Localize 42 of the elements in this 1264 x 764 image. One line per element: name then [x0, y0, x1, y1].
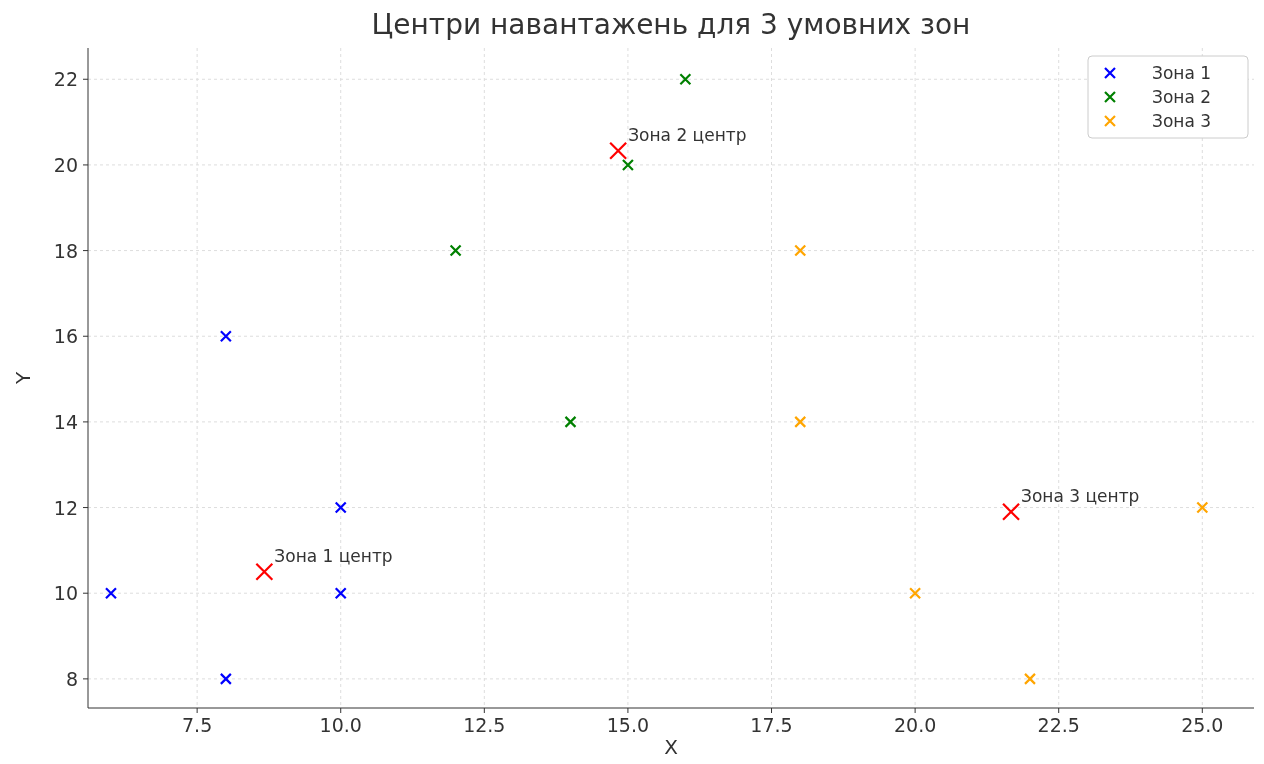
point: [564, 415, 577, 428]
annotation: Зона 3 центр: [1021, 485, 1140, 506]
y-tick-label: 10: [53, 582, 78, 605]
x-tick-label: 17.5: [750, 714, 793, 736]
point: [1023, 672, 1037, 685]
y-tick-label: 18: [53, 239, 78, 262]
point: [794, 415, 807, 428]
x-tick-label: 20.0: [893, 714, 937, 736]
point: [1001, 502, 1021, 521]
point: [609, 141, 628, 160]
point: [219, 672, 232, 685]
point: [1196, 501, 1209, 514]
y-tick-label: 22: [53, 68, 78, 91]
point: [909, 587, 922, 600]
point: [255, 562, 274, 581]
chart-title: Центри навантажень для 3 умовних зон: [371, 8, 971, 41]
x-tick-label: 7.5: [182, 714, 213, 736]
x-tick-label: 10.0: [319, 714, 362, 736]
point: [449, 244, 462, 257]
annotation: Зона 1 центр: [274, 545, 393, 566]
point: [334, 501, 347, 514]
y-axis-title: Y: [11, 371, 35, 386]
y-tick-label: 14: [53, 410, 78, 433]
point: [621, 158, 635, 172]
y-tick-label: 20: [53, 153, 78, 176]
point: [794, 244, 807, 257]
point: [104, 587, 118, 600]
x-tick-label: 12.5: [463, 714, 506, 736]
legend-label: Зона 2: [1152, 87, 1212, 107]
y-tick-label: 8: [65, 667, 78, 690]
x-axis-title: X: [664, 735, 679, 759]
y-tick-label: 16: [53, 325, 78, 348]
y-tick-label: 12: [53, 496, 78, 519]
x-tick-label: 25.0: [1181, 714, 1224, 736]
point: [334, 587, 347, 600]
point: [679, 73, 692, 86]
x-tick-label: 15.0: [606, 714, 650, 736]
legend-label: Зона 3: [1152, 111, 1212, 131]
x-tick-label: 22.5: [1037, 714, 1080, 736]
legend-label: Зона 1: [1152, 63, 1212, 83]
point: [219, 330, 232, 343]
annotation: Зона 2 центр: [628, 124, 747, 145]
